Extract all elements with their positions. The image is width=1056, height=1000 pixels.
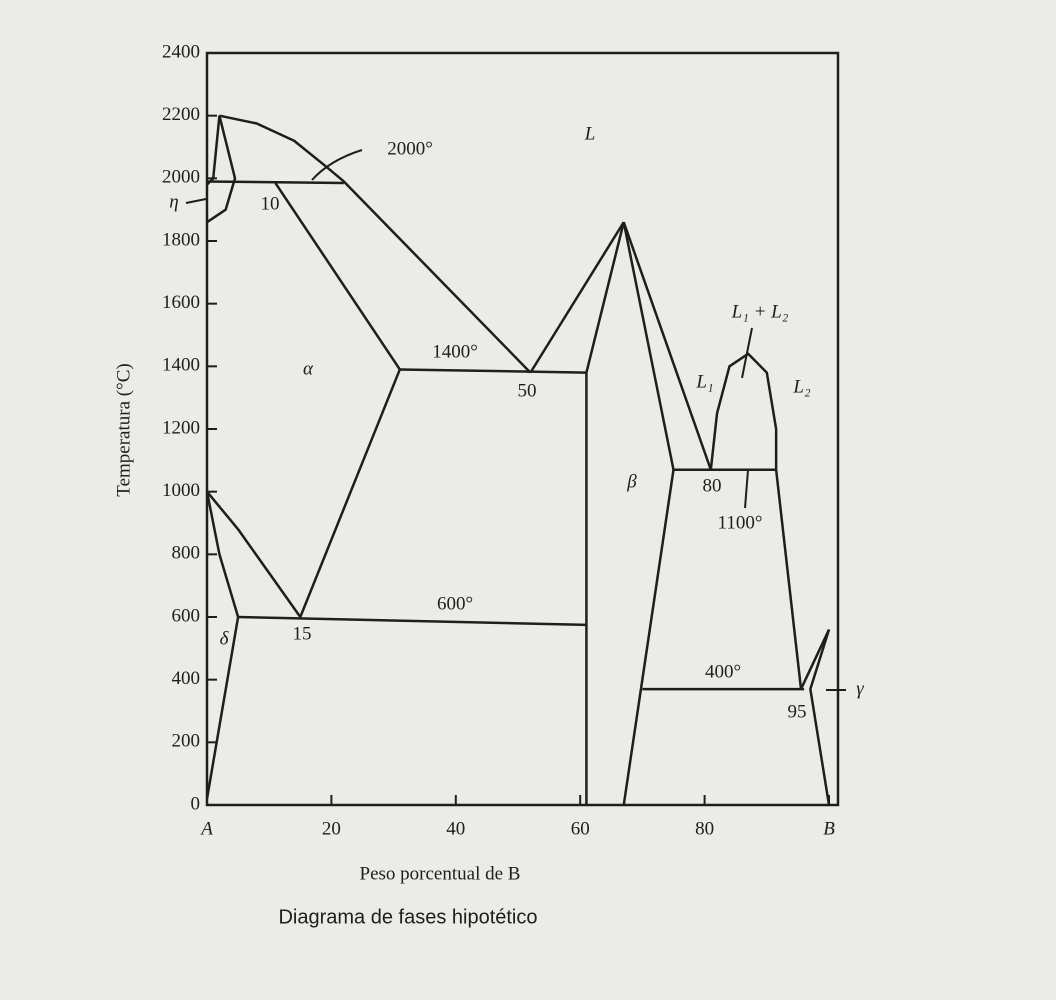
- phase-boundary: [809, 629, 831, 806]
- annotation: 15: [293, 623, 312, 644]
- y-tick-label: 1000: [162, 480, 200, 501]
- y-tick-label: 1800: [162, 229, 200, 250]
- x-tick-label: 40: [446, 818, 465, 839]
- y-tick-label: 0: [191, 793, 201, 814]
- phase-boundary: [622, 221, 675, 470]
- y-tick-label: 2200: [162, 104, 200, 125]
- y-tick-label: 400: [172, 668, 201, 689]
- phase-boundary: [206, 490, 302, 618]
- x-tick-label: B: [823, 818, 835, 839]
- annotation: 600°: [437, 593, 473, 614]
- phase-boundary: [299, 369, 401, 618]
- annotation: 1100°: [718, 512, 763, 533]
- phase-boundary: [709, 352, 778, 470]
- annotation: 80: [703, 475, 722, 496]
- y-tick-label: 1200: [162, 417, 200, 438]
- annotation: 10: [261, 193, 280, 214]
- phase-boundary: [206, 180, 344, 185]
- annotation: L₁ + L₂: [731, 301, 789, 322]
- x-tick-label: 60: [571, 818, 590, 839]
- phase-boundary: [274, 182, 401, 371]
- y-tick-label: 1600: [162, 292, 200, 313]
- y-tick-label: 200: [172, 731, 201, 752]
- annotation: η: [169, 191, 178, 212]
- leader: [311, 149, 363, 181]
- phase-boundary: [774, 469, 803, 690]
- phase-boundary: [206, 115, 221, 186]
- y-axis-label: Temperatura (°C): [113, 363, 134, 496]
- phase-boundary: [529, 221, 625, 374]
- leader: [741, 327, 753, 379]
- phase-boundary: [799, 629, 831, 690]
- chart-title: Diagrama de fases hipotético: [278, 906, 537, 928]
- annotation: 50: [518, 380, 537, 401]
- phase-boundary: [585, 221, 625, 373]
- x-tick-label: 20: [322, 818, 341, 839]
- x-axis-label: Peso porcentual de B: [360, 863, 521, 884]
- annotation: β: [626, 471, 637, 492]
- phase-boundary: [206, 115, 237, 224]
- phase-boundary: [399, 368, 587, 374]
- annotation: γ: [856, 678, 864, 699]
- x-tick-label: 80: [695, 818, 714, 839]
- y-tick-label: 1400: [162, 355, 200, 376]
- y-tick-label: 2000: [162, 167, 200, 188]
- leader: [185, 198, 207, 204]
- leader: [744, 469, 749, 509]
- y-tick-label: 600: [172, 605, 201, 626]
- annotation: 1400°: [432, 341, 478, 362]
- annotation: 400°: [705, 661, 741, 682]
- phase-boundary: [238, 615, 587, 627]
- y-tick-label: 2400: [162, 41, 200, 62]
- plot-frame: [205, 51, 840, 807]
- annotation: 2000°: [387, 138, 433, 159]
- phase-boundary: [219, 114, 532, 374]
- x-tick-label: A: [199, 818, 213, 839]
- annotation: L₁: [695, 371, 713, 392]
- annotation: δ: [220, 628, 230, 649]
- annotation: α: [303, 358, 314, 379]
- phase-boundary: [622, 221, 712, 471]
- phase-boundary: [205, 491, 240, 799]
- annotation: 95: [788, 701, 807, 722]
- y-tick-label: 800: [172, 543, 201, 564]
- annotation: L₂: [792, 376, 811, 397]
- phase-boundary: [622, 469, 675, 806]
- annotation: L: [584, 123, 596, 144]
